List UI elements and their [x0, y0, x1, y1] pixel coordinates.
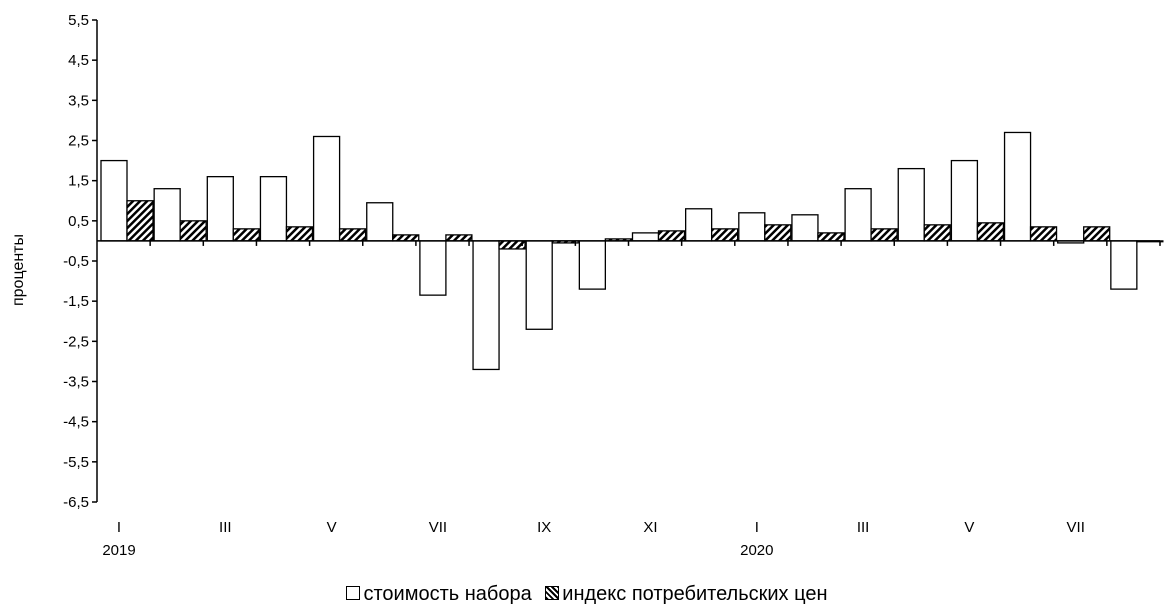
bar-cost [525, 240, 553, 330]
bar-cpi [764, 224, 792, 242]
y-tick-label: -5,5 [63, 454, 89, 471]
y-tick-label: -1,5 [63, 293, 89, 310]
bars [100, 131, 1164, 371]
y-tick-label: 3,5 [68, 92, 89, 109]
x-tick-label: I [755, 519, 759, 536]
legend-item-cpi: индекс потребительских цен [545, 582, 828, 606]
bar-cpi [392, 234, 420, 242]
legend-label: индекс потребительских цен [562, 583, 828, 605]
x-tick-label: I [117, 519, 121, 536]
bar-cpi [1029, 226, 1058, 242]
bar-cost [950, 159, 979, 242]
bar-cpi [657, 230, 686, 242]
y-tick-label: -0,5 [63, 253, 89, 270]
x-tick-label: V [964, 519, 974, 536]
bar-cost [366, 202, 394, 242]
legend-swatch-hatched [545, 586, 560, 600]
bar-cpi [232, 228, 260, 242]
bar-cpi [126, 200, 154, 242]
bar-cost [685, 208, 713, 242]
legend-item-cost: стоимость набора [346, 582, 532, 606]
y-tick-label: -3,5 [63, 374, 89, 391]
bar-cost [1003, 131, 1032, 242]
bar-cpi [976, 222, 1005, 242]
bar-cpi [1083, 226, 1111, 242]
y-tick-label: 5,5 [68, 12, 89, 29]
bar-cost [312, 135, 341, 242]
y-axis: 5,5 4,5 3,5 2,5 1,5 0,5 -0,5 -1,5 -2,5 -3,5 -4,5 -5… [63, 12, 98, 511]
bar-cpi [817, 232, 845, 242]
y-tick-label: -2,5 [63, 333, 89, 350]
chart: 5,5 4,5 3,5 2,5 1,5 0,5 -0,5 -1,5 -2,5 -3,5 -4,5 -5… [10, 12, 1164, 559]
legend-swatch-white [346, 586, 361, 600]
x-tick-label: III [219, 519, 232, 536]
x-tick-label: III [857, 519, 870, 536]
x-tick-label: XI [643, 519, 657, 536]
bar-cost [631, 232, 660, 242]
bar-cpi [445, 234, 473, 242]
legend: стоимость набора индекс потребительских … [0, 582, 1174, 606]
bar-cost [153, 188, 181, 242]
x-year-label: 2020 [740, 542, 773, 559]
bar-cost [578, 240, 606, 290]
y-tick-label: 1,5 [68, 173, 89, 190]
bar-cost [738, 212, 766, 242]
y-tick-label: 4,5 [68, 52, 89, 69]
bar-cost [791, 214, 819, 242]
bar-cost [844, 188, 872, 242]
y-tick-label: 2,5 [68, 133, 89, 150]
legend-label: стоимость набора [363, 583, 532, 605]
bar-cpi [179, 220, 207, 242]
bar-cost [100, 159, 128, 242]
bar-cpi [711, 228, 739, 242]
bar-cost [897, 167, 925, 242]
bar-cpi [870, 228, 898, 242]
bar-cpi [923, 224, 951, 242]
bar-cpi [285, 226, 314, 242]
bar-cost [259, 175, 288, 242]
x-year-label: 2019 [102, 542, 135, 559]
y-tick-label: 0,5 [68, 213, 89, 230]
x-tick-label: IX [537, 519, 551, 536]
bar-cpi [338, 228, 367, 242]
x-tick-label: VII [429, 519, 447, 536]
y-axis-label: проценты [10, 234, 27, 306]
x-tick-label: VII [1067, 519, 1085, 536]
bar-cost [206, 175, 234, 242]
bar-cost [419, 240, 447, 296]
bar-cost [472, 240, 500, 371]
bar-cpi [498, 240, 526, 250]
bar-cost [1110, 240, 1138, 290]
x-tick-label: V [327, 519, 337, 536]
y-tick-label: -6,5 [63, 494, 89, 511]
y-tick-label: -4,5 [63, 414, 89, 431]
